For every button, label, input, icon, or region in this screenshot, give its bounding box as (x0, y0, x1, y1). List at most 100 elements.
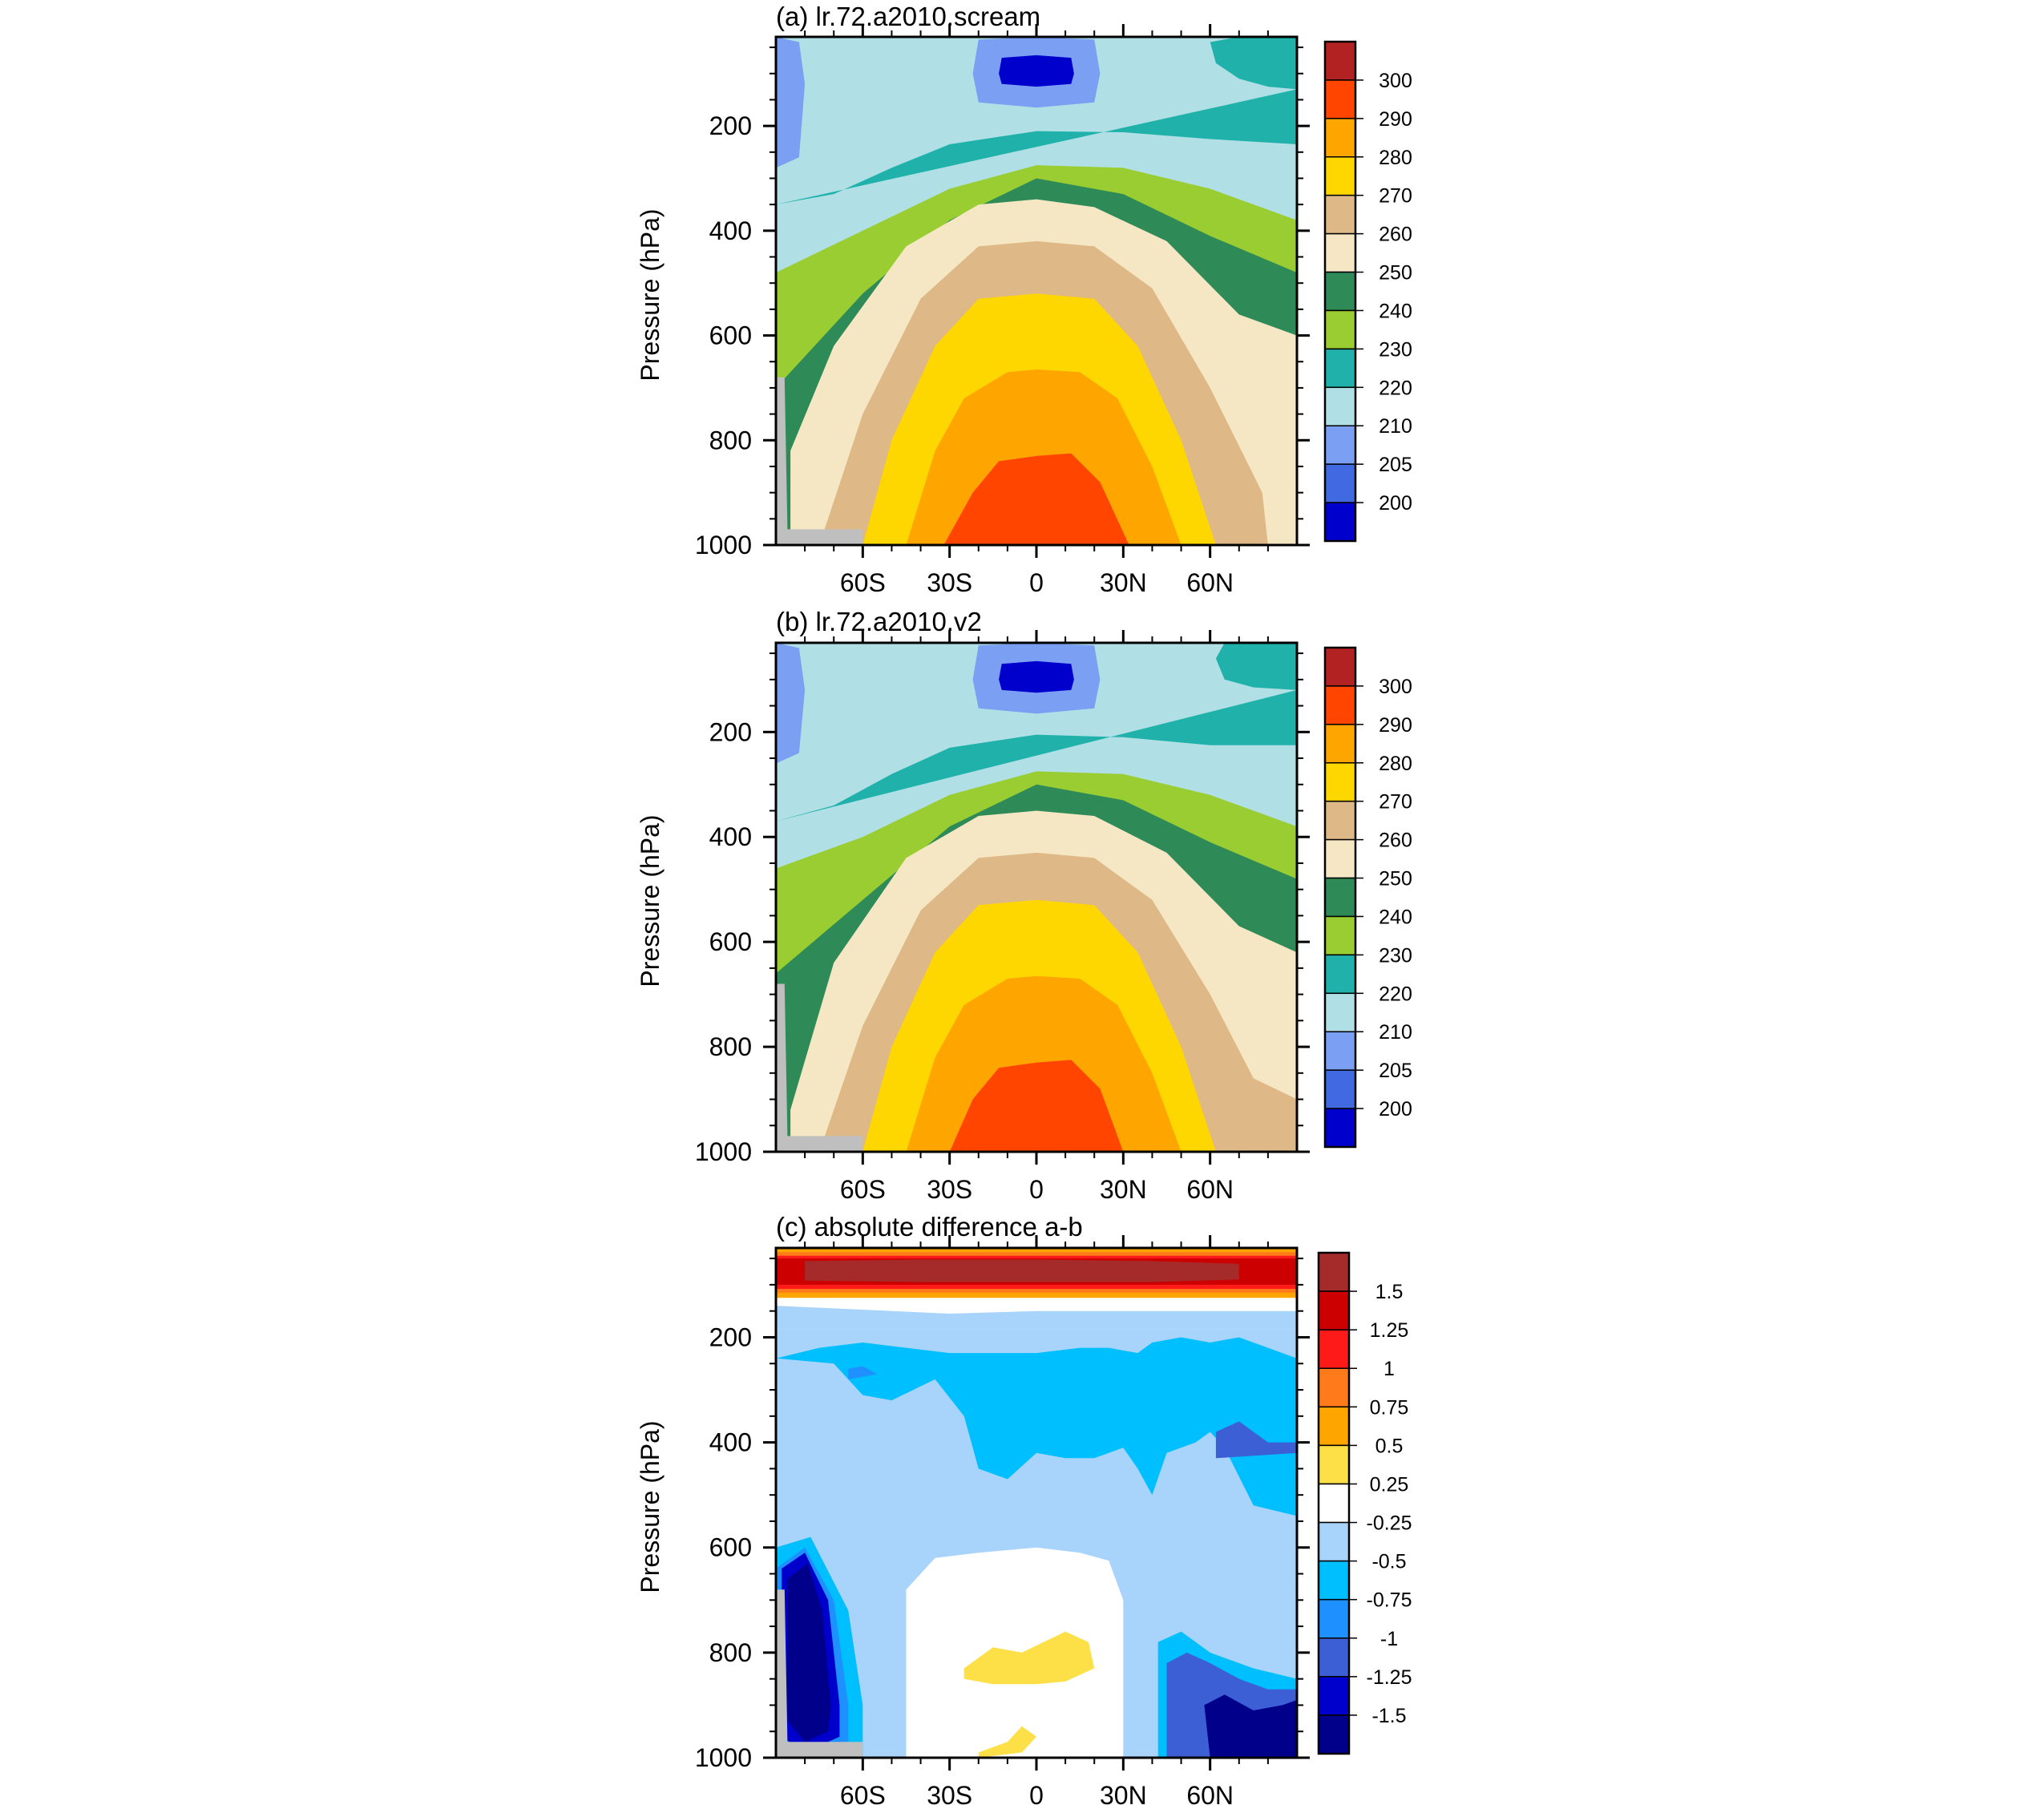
panel-a: (a) lr.72.a2010.scream Pressure (hPa) 20… (636, 2, 1412, 597)
panel-a-colorbar-label-0: 300 (1379, 70, 1412, 92)
panel-a-colorbar-box-11 (1324, 463, 1356, 503)
panel-a-colorbar: 300 290 280 270 260 250 240 230 220 210 205 200 (1323, 40, 1412, 543)
panel-a-xtick-label-2: 0 (1029, 568, 1044, 597)
panel-a-colorbar-box-4 (1324, 194, 1356, 235)
panel-b-title: (b) lr.72.a2010.v2 (776, 607, 982, 636)
panel-a-xtick-label-3: 30N (1100, 568, 1147, 597)
panel-b-ytick-label-3: 800 (709, 1032, 752, 1061)
panel-c-colorbar-label-1: 1.25 (1370, 1319, 1409, 1342)
panel-a-colorbar-box-10 (1324, 425, 1356, 465)
panel-a-colorbar-box-2 (1324, 118, 1356, 158)
panel-c-contour-fill-16 (787, 1563, 831, 1742)
panel-a-colorbar-box-6 (1324, 271, 1356, 312)
panel-c-contour-fill-20 (1204, 1694, 1297, 1758)
panel-a-colorbar-label-7: 230 (1379, 338, 1412, 361)
panel-b-xtick-label-1: 30S (927, 1175, 972, 1204)
panel-c-colorbar-label-8: -0.75 (1367, 1589, 1412, 1612)
panel-a-colorbar-label-11: 200 (1379, 492, 1412, 515)
panel-c-xtick-label-1: 30S (927, 1781, 972, 1805)
panel-c-contour-fill-2 (776, 1306, 1297, 1330)
panel-b-colorbar-box-0 (1324, 647, 1356, 687)
panel-b: (b) lr.72.a2010.v2 Pressure (hPa) 200 400… (636, 607, 1412, 1204)
panel-b-colorbar-label-2: 280 (1379, 753, 1412, 775)
panel-c-colorbar-box-9 (1318, 1598, 1350, 1639)
panel-c: (c) absolute difference a-b Pressure (hP… (636, 1212, 1412, 1805)
panel-b-colorbar-frame (1323, 646, 1357, 1149)
panel-c-colorbar-box-8 (1318, 1560, 1350, 1601)
panel-a-xtick-label-4: 60N (1186, 568, 1234, 597)
panel-a-ytick-label-3: 800 (709, 426, 752, 454)
panel-b-plot: 200 400 600 800 1000 60S 30S 0 30N 60N (695, 630, 1310, 1204)
panel-c-contour-fill-9 (848, 1366, 878, 1379)
panel-b-colorbar-label-9: 210 (1379, 1021, 1412, 1044)
panel-c-xtick-label-3: 30N (1100, 1781, 1147, 1805)
panel-b-colorbar-label-10: 205 (1379, 1060, 1412, 1082)
panel-c-colorbar-box-10 (1318, 1637, 1350, 1678)
panel-c-colorbar-box-2 (1318, 1329, 1350, 1369)
panel-c-missing-data (776, 1589, 863, 1758)
panel-c-xtick-label-2: 0 (1029, 1781, 1044, 1805)
panel-b-colorbar-label-3: 270 (1379, 791, 1412, 814)
panel-b-ytick-label-2: 600 (709, 927, 752, 956)
panel-a-colorbar-box-3 (1324, 156, 1356, 196)
panel-a-xtick-label-0: 60S (840, 568, 886, 597)
panel-b-contour-fill-1 (776, 643, 806, 764)
panel-a-colorbar-label-6: 240 (1379, 300, 1412, 322)
panel-c-fills (776, 1248, 1297, 1758)
panel-b-colorbar-box-2 (1324, 724, 1356, 764)
panel-c-colorbar-label-9: -1 (1380, 1628, 1398, 1650)
panel-c-colorbar-box-0 (1318, 1252, 1350, 1292)
panel-a-colorbar-label-8: 220 (1379, 377, 1412, 399)
panel-c-ytick-label-2: 600 (709, 1533, 752, 1562)
panel-b-colorbar-label-4: 260 (1379, 830, 1412, 852)
panel-c-contour-fill-8 (776, 1337, 1297, 1516)
panel-b-ytick-label-4: 1000 (695, 1137, 752, 1166)
panel-a-title: (a) lr.72.a2010.scream (776, 2, 1040, 31)
panel-c-colorbar-label-5: 0.25 (1370, 1473, 1409, 1496)
panel-c-colorbar-box-5 (1318, 1444, 1350, 1485)
panel-c-contour-fill-21 (1215, 1421, 1297, 1459)
panel-b-xtick-label-3: 30N (1100, 1175, 1147, 1204)
panel-b-contour-fill-5 (999, 660, 1074, 693)
panel-c-colorbar-frame (1317, 1251, 1351, 1755)
panel-a-colorbar-label-10: 205 (1379, 454, 1412, 476)
panel-a-colorbar-label-2: 280 (1379, 147, 1412, 169)
panel-a-colorbar-box-0 (1324, 41, 1356, 81)
panel-a-ytick-label-0: 200 (709, 111, 752, 140)
panel-c-colorbar-box-1 (1318, 1290, 1350, 1331)
panel-b-colorbar-box-12 (1324, 1108, 1356, 1148)
panel-a-colorbar-label-3: 270 (1379, 185, 1412, 208)
panel-b-ytick-label-0: 200 (709, 717, 752, 746)
panel-b-colorbar-box-1 (1324, 685, 1356, 725)
panel-b-colorbar-label-6: 240 (1379, 906, 1412, 928)
panel-c-ytick-label-1: 400 (709, 1428, 752, 1457)
panel-c-colorbar-box-3 (1318, 1367, 1350, 1408)
panel-b-colorbar-label-11: 200 (1379, 1098, 1412, 1121)
panel-b-colorbar-box-4 (1324, 800, 1356, 841)
panel-c-colorbar-label-6: -0.25 (1367, 1512, 1412, 1535)
panel-b-colorbar-box-9 (1324, 992, 1356, 1032)
panel-b-missing-data (776, 983, 863, 1152)
panel-c-colorbar-box-4 (1318, 1406, 1350, 1447)
panel-c-colorbar-box-11 (1318, 1676, 1350, 1716)
panel-c-ytick-label-0: 200 (709, 1322, 752, 1351)
panel-c-colorbar-box-6 (1318, 1483, 1350, 1524)
panel-b-colorbar-label-5: 250 (1379, 868, 1412, 890)
panel-c-title: (c) absolute difference a-b (776, 1212, 1083, 1242)
panel-b-colorbar-box-6 (1324, 877, 1356, 918)
panel-c-contour-fill-11 (963, 1631, 1095, 1685)
panel-a-colorbar-label-4: 260 (1379, 224, 1412, 246)
panel-c-colorbar-box-7 (1318, 1521, 1350, 1562)
panel-b-colorbar-label-0: 300 (1379, 676, 1412, 698)
panel-c-ylabel: Pressure (hPa) (636, 1420, 665, 1593)
panel-a-colorbar-box-7 (1324, 309, 1356, 350)
panel-c-colorbar: 1.5 1.25 1 0.75 0.5 0.25 -0.25 -0.5 -0.75 -1 -1.25… (1317, 1251, 1412, 1755)
panel-a-ytick-label-2: 600 (709, 321, 752, 350)
panel-b-xtick-label-4: 60N (1186, 1175, 1234, 1204)
panel-c-colorbar-label-7: -0.5 (1371, 1551, 1406, 1573)
panel-b-colorbar: 300 290 280 270 260 250 240 230 220 210 205 200 (1323, 646, 1412, 1149)
panel-a-colorbar-box-1 (1324, 79, 1356, 119)
panel-a-missing-data (776, 377, 863, 545)
panel-b-ytick-label-1: 400 (709, 822, 752, 851)
